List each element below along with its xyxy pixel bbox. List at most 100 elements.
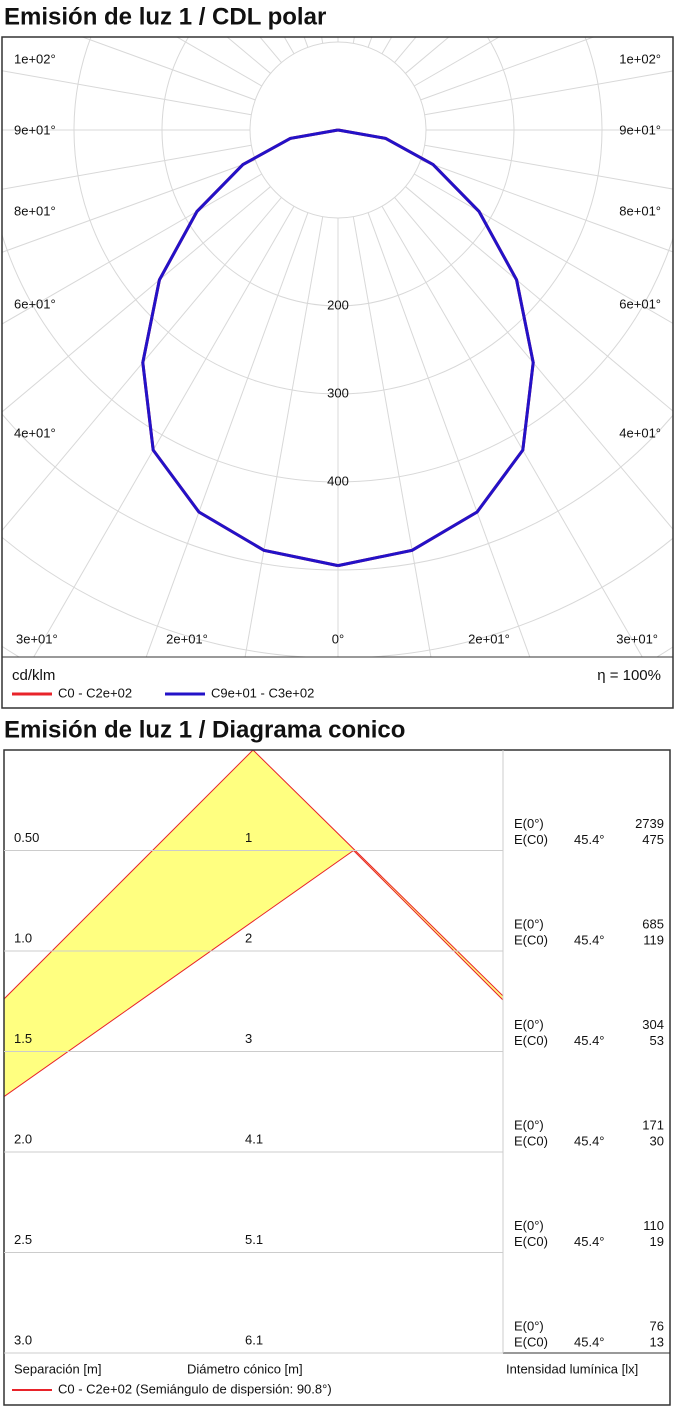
separation-label: 1.0 xyxy=(14,930,32,945)
ec0-label: E(C0) xyxy=(514,832,548,847)
e0-label: E(0°) xyxy=(514,816,544,831)
grid-spoke xyxy=(413,173,673,324)
efficiency: η = 100% xyxy=(597,667,661,684)
polar-title: Emisión de luz 1 / CDL polar xyxy=(4,3,326,30)
e0-value: 685 xyxy=(642,916,664,931)
grid-spoke xyxy=(33,205,295,657)
grid-spoke xyxy=(2,159,256,253)
angle-label: 3e+01° xyxy=(616,631,658,646)
polar-frame xyxy=(1,36,674,709)
e0-label: E(0°) xyxy=(514,1318,544,1333)
e0-value: 76 xyxy=(650,1318,664,1333)
e0-label: E(0°) xyxy=(514,1218,544,1233)
ec0-label: E(C0) xyxy=(514,1033,548,1048)
r-tick-label: 300 xyxy=(327,385,349,400)
angle-label: 6e+01° xyxy=(619,296,661,311)
e0-value: 2739 xyxy=(635,816,664,831)
grid-spoke xyxy=(81,37,256,101)
polar-curves xyxy=(141,128,535,568)
r-tick-label: 400 xyxy=(327,473,349,488)
separation-label: 1.5 xyxy=(14,1031,32,1046)
separation-title: Separación [m] xyxy=(14,1361,101,1376)
separation-label: 2.5 xyxy=(14,1232,32,1247)
grid-spoke xyxy=(420,159,673,253)
diameter-label: 4.1 xyxy=(245,1131,263,1146)
angle-label: 45.4° xyxy=(574,832,605,847)
e0-label: E(0°) xyxy=(514,916,544,931)
intensity-curve xyxy=(337,128,535,568)
angle-label: 3e+01° xyxy=(16,631,58,646)
grid-spoke xyxy=(405,186,673,412)
angle-label: 2e+01° xyxy=(166,631,208,646)
grid-spoke xyxy=(244,216,324,657)
e0-label: E(0°) xyxy=(514,1117,544,1132)
cone-area xyxy=(4,750,503,1098)
legend-label: C0 - C2e+02 xyxy=(58,685,132,700)
grid-spoke xyxy=(2,197,282,532)
angle-label: 8e+01° xyxy=(14,203,56,218)
diameter-label: 3 xyxy=(245,1031,252,1046)
ec0-label: E(C0) xyxy=(514,932,548,947)
intensity-title: Intensidad lumínica [lx] xyxy=(506,1361,638,1376)
ec0-value: 475 xyxy=(642,832,664,847)
angle-label: 45.4° xyxy=(574,1334,605,1349)
grid-spoke xyxy=(394,197,673,531)
ec0-value: 119 xyxy=(643,932,664,947)
angle-label: 0° xyxy=(332,631,344,646)
ec0-label: E(C0) xyxy=(514,1334,548,1349)
angle-label: 1e+02° xyxy=(619,51,661,66)
angle-label: 1e+02° xyxy=(14,51,56,66)
angle-label: 4e+01° xyxy=(14,425,56,440)
grid-spoke xyxy=(2,173,263,325)
diameter-label: 1 xyxy=(245,830,252,845)
angle-label: 8e+01° xyxy=(619,203,661,218)
diameter-title: Diámetro cónico [m] xyxy=(187,1361,303,1376)
ec0-value: 13 xyxy=(650,1334,664,1349)
separation-label: 0.50 xyxy=(14,830,39,845)
diameter-label: 6.1 xyxy=(245,1332,263,1347)
grid-spoke xyxy=(381,205,643,657)
conic-title: Emisión de luz 1 / Diagrama conico xyxy=(4,716,405,743)
unit: cd/klm xyxy=(12,667,55,684)
separation-label: 2.0 xyxy=(14,1131,32,1146)
ec0-value: 30 xyxy=(650,1133,664,1148)
angle-label: 6e+01° xyxy=(14,296,56,311)
e0-value: 171 xyxy=(642,1117,664,1132)
r-tick-label: 200 xyxy=(327,297,349,312)
grid-spoke xyxy=(145,212,309,657)
angle-label: 2e+01° xyxy=(468,631,510,646)
conic-frame xyxy=(3,749,671,1406)
e0-label: E(0°) xyxy=(514,1017,544,1032)
grid-spoke xyxy=(352,216,432,657)
angle-label: 4e+01° xyxy=(619,425,661,440)
intensity-curve xyxy=(337,128,535,568)
angle-label: 45.4° xyxy=(574,1133,605,1148)
ec0-value: 53 xyxy=(650,1033,664,1048)
grid-spoke xyxy=(424,144,673,190)
grid-spoke xyxy=(424,70,673,116)
diameter-label: 2 xyxy=(245,930,252,945)
separation-label: 3.0 xyxy=(14,1332,32,1347)
grid-spoke xyxy=(2,70,252,116)
angle-label: 9e+01° xyxy=(619,122,661,137)
polar-grid xyxy=(2,37,673,657)
legend-label: C0 - C2e+02 (Semiángulo de dispersión: 9… xyxy=(58,1381,332,1396)
angle-label: 9e+01° xyxy=(14,122,56,137)
grid-spoke xyxy=(381,37,393,55)
e0-value: 110 xyxy=(643,1218,664,1233)
grid-spoke xyxy=(2,186,271,413)
angle-label: 45.4° xyxy=(574,1033,605,1048)
grid-spoke xyxy=(420,37,595,101)
ec0-value: 19 xyxy=(650,1234,664,1249)
grid-spoke xyxy=(413,37,501,87)
diameter-label: 5.1 xyxy=(245,1232,263,1247)
intensity-curve xyxy=(141,128,339,568)
legend-label: C9e+01 - C3e+02 xyxy=(211,685,314,700)
e0-value: 304 xyxy=(642,1017,664,1032)
ec0-label: E(C0) xyxy=(514,1133,548,1148)
ec0-label: E(C0) xyxy=(514,1234,548,1249)
grid-spoke xyxy=(2,144,252,190)
grid-spoke xyxy=(367,37,373,48)
angle-label: 45.4° xyxy=(574,932,605,947)
